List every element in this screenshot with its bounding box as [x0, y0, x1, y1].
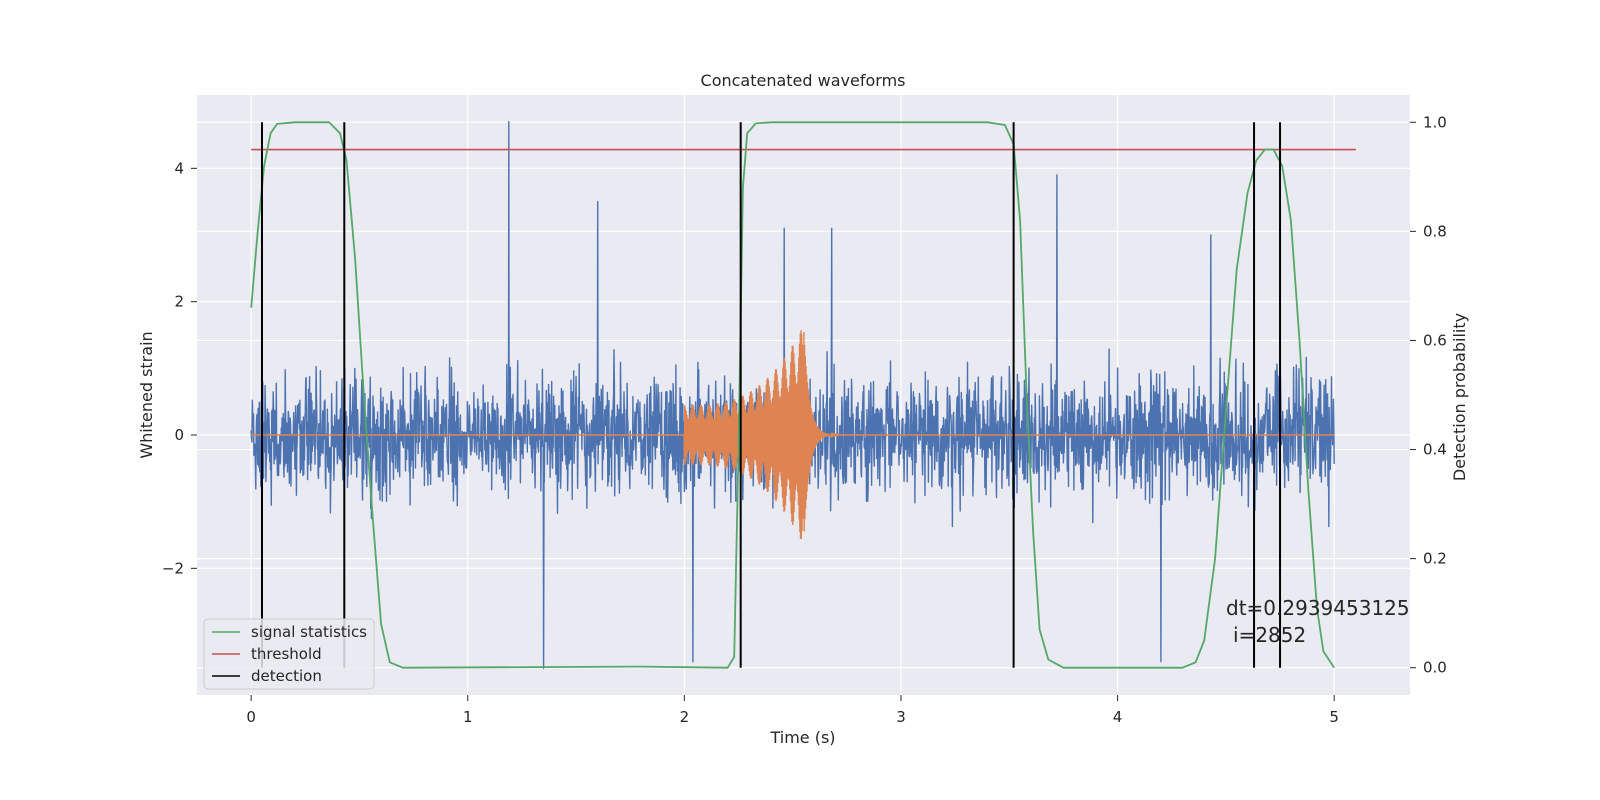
legend-label-detection: detection — [251, 667, 322, 685]
legend-box — [203, 618, 375, 690]
y-axis-right-ticks: 0.0 0.2 0.4 0.6 0.8 1.0 — [1410, 113, 1447, 677]
legend-label-threshold: threshold — [251, 645, 322, 663]
y-left-tick-label-0: −2 — [162, 559, 184, 577]
annotation-dt: dt=0.2939453125 — [1226, 596, 1410, 620]
series-detection — [260, 122, 1282, 668]
y-left-tick-label-1: 0 — [174, 426, 184, 444]
chart-title: Concatenated waveforms — [701, 71, 906, 90]
x-grid — [250, 95, 1335, 695]
x-tick-label-4: 4 — [1113, 708, 1123, 726]
y-axis-left-label: Whitened strain — [137, 331, 156, 458]
x-axis-label: Time (s) — [769, 728, 835, 747]
y-right-tick-label-0: 0.0 — [1423, 659, 1447, 677]
x-tick-label-3: 3 — [896, 708, 906, 726]
x-axis-ticks: 0 1 2 3 4 5 — [246, 695, 1339, 726]
y-right-tick-label-1: 0.2 — [1423, 550, 1447, 568]
x-tick-label-0: 0 — [246, 708, 256, 726]
y-axis-left-ticks: −2 0 2 4 — [162, 159, 197, 577]
y-axis-right-label: Detection probability — [1450, 313, 1469, 481]
y-right-tick-label-4: 0.8 — [1423, 222, 1447, 240]
y-right-tick-label-5: 1.0 — [1423, 113, 1447, 131]
annotation-index: i=2852 — [1233, 623, 1306, 647]
x-tick-label-1: 1 — [463, 708, 473, 726]
legend: signal statistics threshold detection — [203, 618, 375, 690]
injected-waveform-line — [251, 330, 1335, 540]
annotation: dt=0.2939453125 i=2852 — [1226, 596, 1410, 647]
series-signal-statistics — [250, 121, 1335, 669]
x-tick-label-2: 2 — [680, 708, 690, 726]
series-injected-waveform — [251, 330, 1335, 540]
legend-label-signal-statistics: signal statistics — [251, 623, 367, 641]
x-tick-label-5: 5 — [1329, 708, 1339, 726]
y-left-tick-label-3: 4 — [174, 159, 184, 177]
y-right-tick-label-3: 0.6 — [1423, 331, 1447, 349]
signal-statistics-line — [250, 121, 1335, 669]
y-right-tick-label-2: 0.4 — [1423, 441, 1447, 459]
y-left-tick-label-2: 2 — [174, 293, 184, 311]
